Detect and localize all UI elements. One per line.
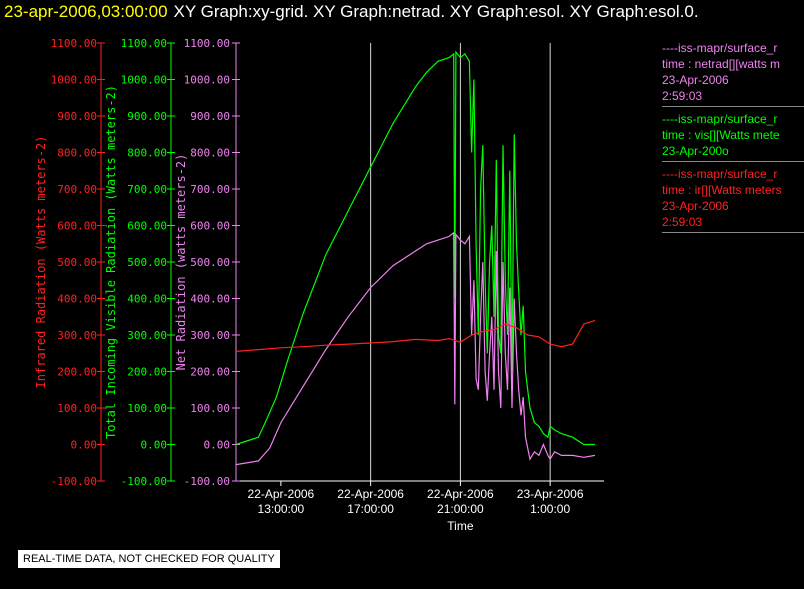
y-tick-label: 1100.00 [51,37,97,50]
y-tick-label: 0.00 [141,439,168,452]
legend-text: 23-Apr-2006 [662,199,729,213]
y-tick-label: 0.00 [71,439,98,452]
y-axis-2: 1100.00 1000.00 900.00 800.00 700.00 600.00 50… [174,37,240,488]
y-tick-label: 700.00 [190,183,230,196]
x-tick-label: 1:00:00 [530,502,570,516]
y-tick-label: 900.00 [57,110,97,123]
legend-text: 2:59:03 [662,215,703,229]
y-axis-title: Net Radiation (watts meters-2) [174,154,188,371]
legend-text: time : ir[][Watts meters [662,183,782,197]
y-axis-title: Total Incoming Visible Radiation (Watts … [104,85,118,439]
legend-text: 23-Apr-200o [662,144,729,158]
y-tick-label: 900.00 [127,110,167,123]
series-line-0 [235,50,595,446]
y-tick-label: 100.00 [57,402,97,415]
legend-text: ----iss-mapr/surface_r [662,167,778,181]
quality-note: REAL-TIME DATA, NOT CHECKED FOR QUALITY [18,550,280,568]
y-axis-1: 1100.00 1000.00 900.00 800.00 700.00 600.00 50… [104,37,175,488]
y-tick-label: 600.00 [190,220,230,233]
y-tick-label: 1000.00 [184,74,230,87]
legend-text: ----iss-mapr/surface_r [662,112,778,126]
y-tick-label: 500.00 [190,256,230,269]
y-tick-label: -100.00 [121,475,167,488]
y-tick-label: 500.00 [57,256,97,269]
y-tick-label: 0.00 [204,439,231,452]
y-tick-label: 200.00 [190,366,230,379]
x-tick-label: 22-Apr-2006 [427,487,494,501]
y-tick-label: 300.00 [57,329,97,342]
x-tick-label: 17:00:00 [347,502,394,516]
y-tick-label: 300.00 [127,329,167,342]
y-tick-label: -100.00 [184,475,230,488]
y-tick-label: 300.00 [190,329,230,342]
y-tick-label: 800.00 [190,147,230,160]
y-tick-label: 400.00 [57,293,97,306]
y-tick-label: 1100.00 [184,37,230,50]
y-tick-label: 1000.00 [121,74,167,87]
x-tick-label: 13:00:00 [258,502,305,516]
series-line-2 [235,319,596,352]
y-tick-label: 400.00 [127,293,167,306]
y-tick-label: 1000.00 [51,74,97,87]
y-tick-label: 800.00 [127,147,167,160]
y-tick-label: 200.00 [127,366,167,379]
y-tick-label: -100.00 [51,475,97,488]
y-tick-label: 400.00 [190,293,230,306]
y-tick-label: 700.00 [127,183,167,196]
legend-text: time : netrad[][watts m [662,57,781,71]
y-tick-label: 600.00 [57,220,97,233]
y-axis-title: Infrared Radiation (Watts meters-2) [34,136,48,389]
legend-text: time : vis[][Watts mete [662,128,780,142]
x-tick-label: 23-Apr-2006 [517,487,584,501]
legend-text: 2:59:03 [662,89,703,103]
y-tick-label: 600.00 [127,220,167,233]
legend-text: 23-Apr-2006 [662,73,729,87]
x-tick-label: 21:00:00 [437,502,484,516]
y-tick-label: 700.00 [57,183,97,196]
y-tick-label: 500.00 [127,256,167,269]
y-axis-0: 1100.00 1000.00 900.00 800.00 700.00 600.00 50… [34,37,105,488]
y-tick-label: 100.00 [190,402,230,415]
legend-text: ----iss-mapr/surface_r [662,41,778,55]
series-line-1 [235,231,596,466]
graph-titles: XY Graph:xy-grid. XY Graph:netrad. XY Gr… [173,2,699,21]
date-time-label: 23-apr-2006,03:00:00 [4,2,168,21]
y-tick-label: 200.00 [57,366,97,379]
y-tick-label: 1100.00 [121,37,167,50]
y-tick-label: 900.00 [190,110,230,123]
x-axis-title: Time [447,519,474,533]
title-bar: 23-apr-2006,03:00:00 XY Graph:xy-grid. XY… [4,2,699,22]
y-tick-label: 800.00 [57,147,97,160]
y-tick-label: 100.00 [127,402,167,415]
x-tick-label: 22-Apr-2006 [337,487,404,501]
x-tick-label: 22-Apr-2006 [248,487,315,501]
